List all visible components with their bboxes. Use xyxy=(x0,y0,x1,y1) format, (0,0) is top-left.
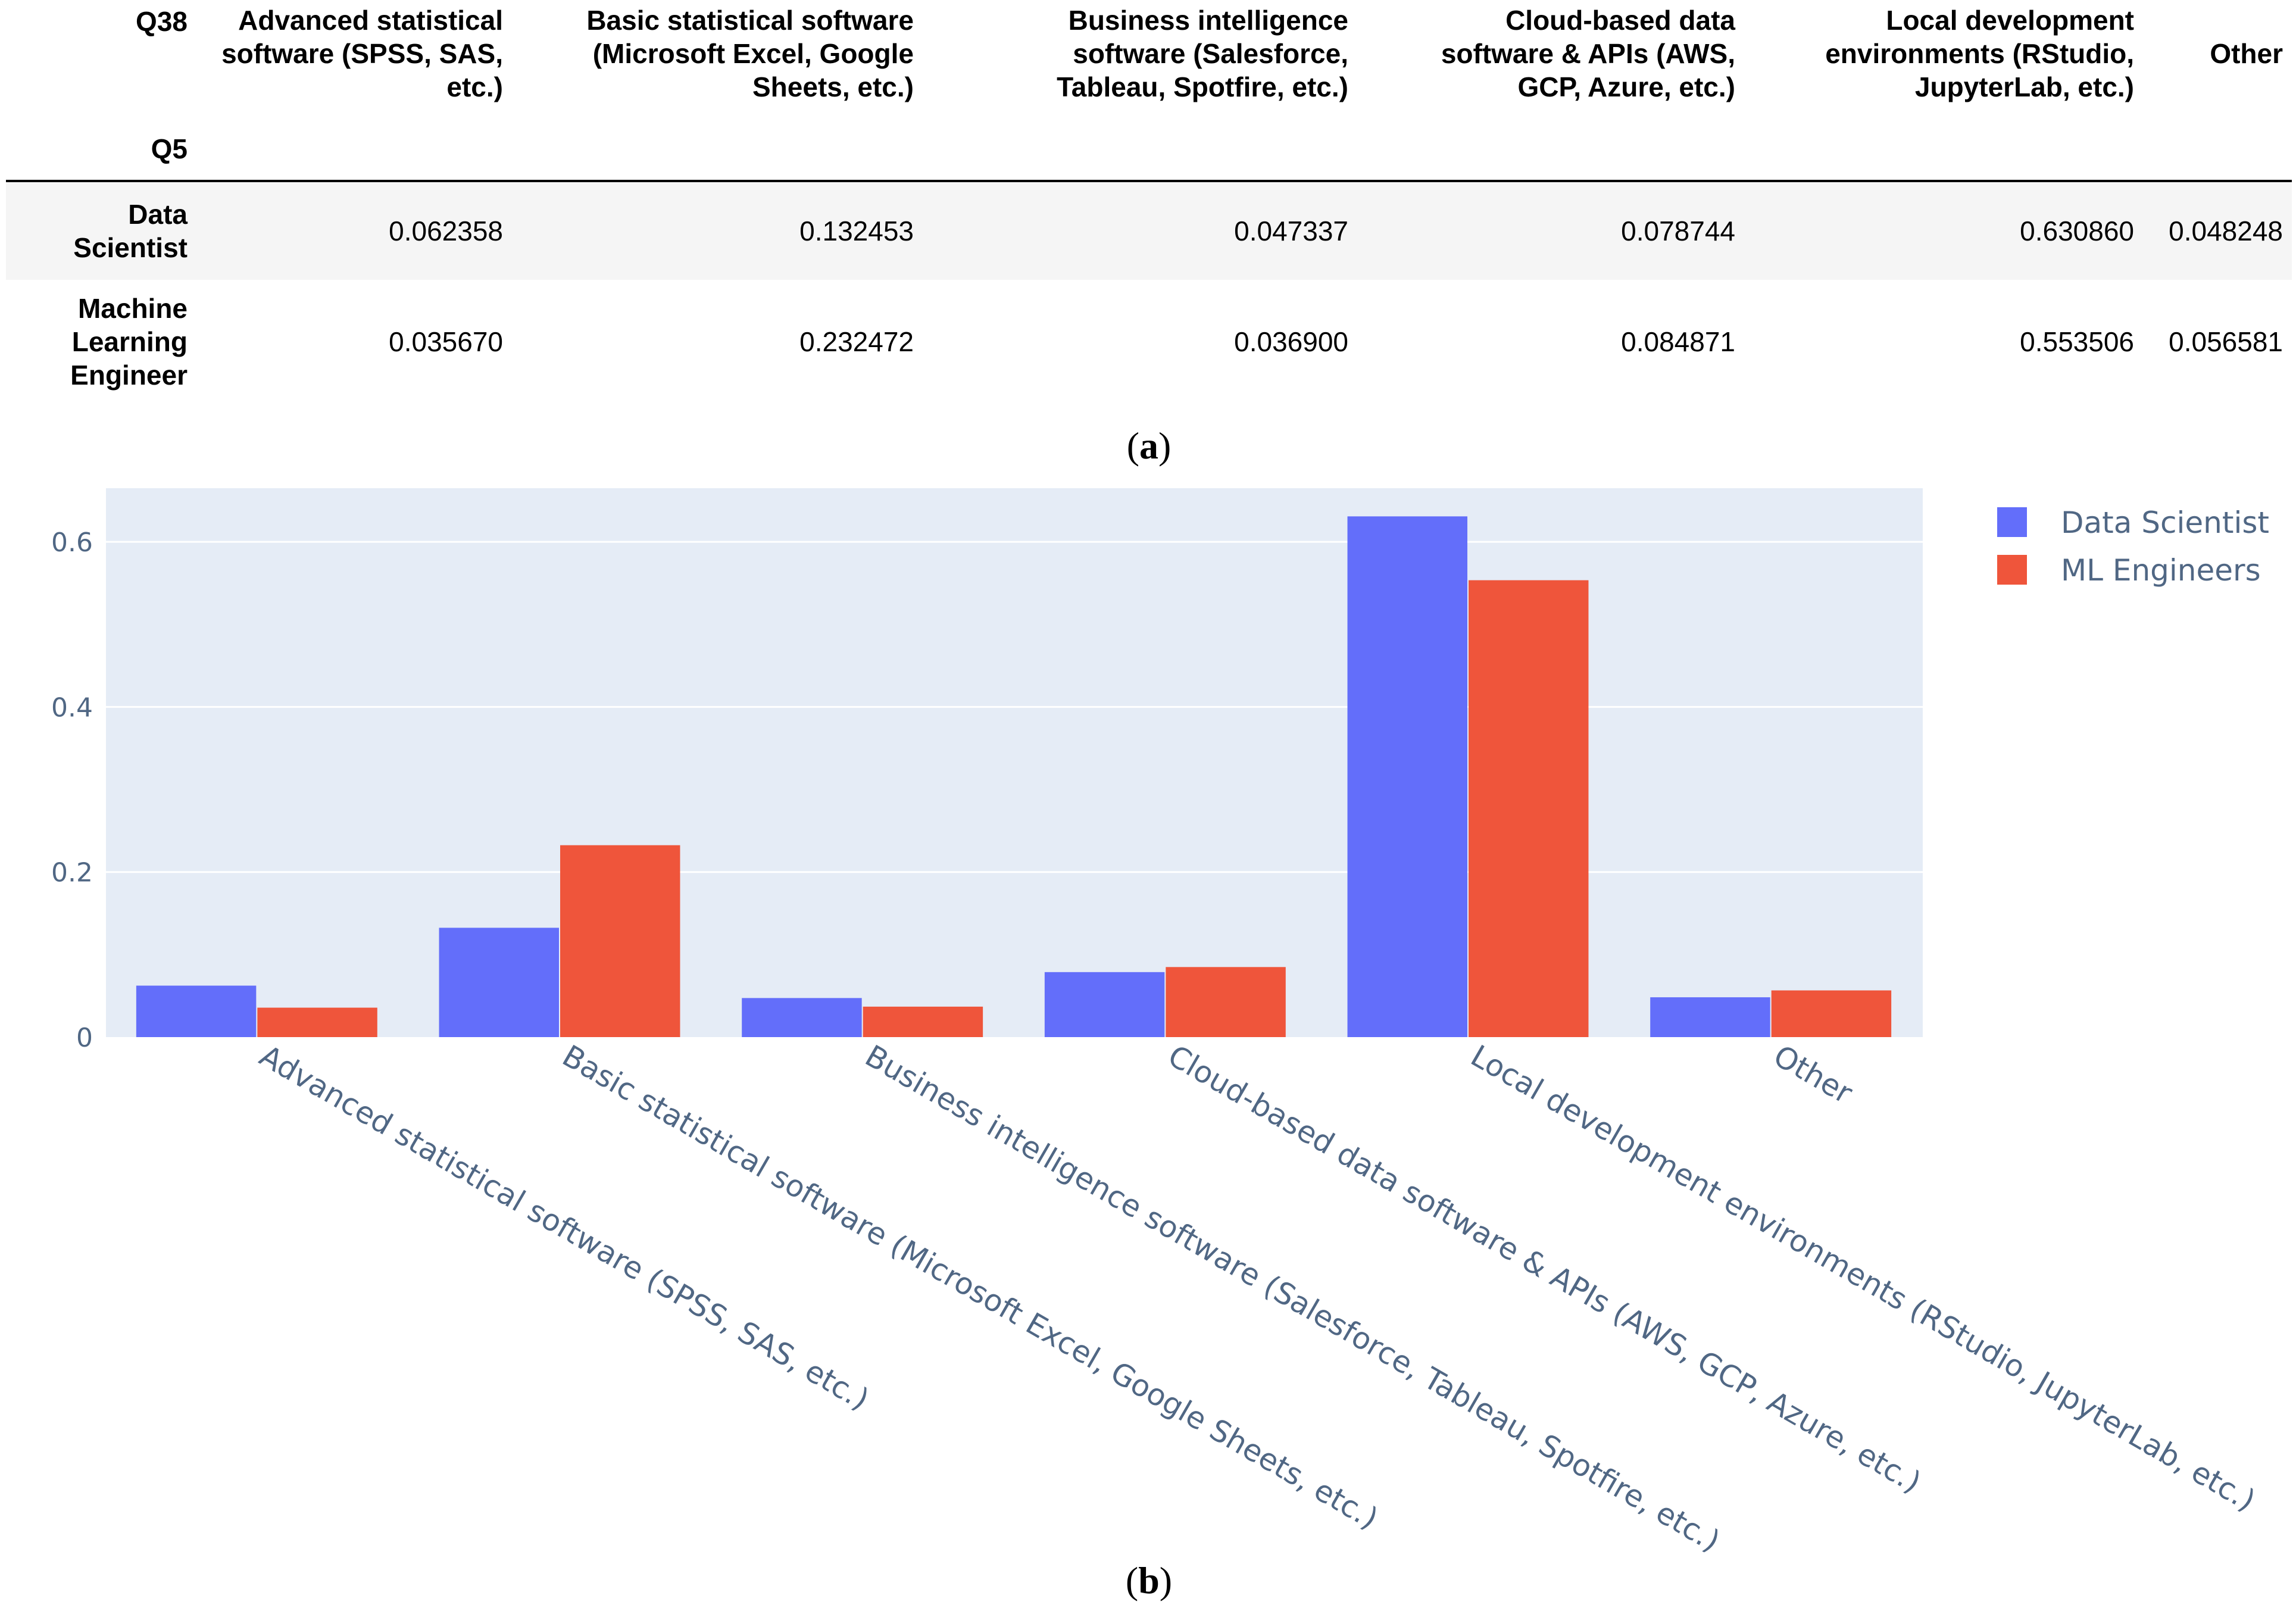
bar-ml-engineers xyxy=(1469,580,1589,1037)
table-cell: 0.630860 xyxy=(2020,216,2134,246)
bar-data-scientist xyxy=(1347,516,1467,1037)
x-tick-label: Other xyxy=(1768,1038,1858,1110)
bar-ml-engineers xyxy=(1166,967,1286,1037)
bar-ml-engineers xyxy=(1771,990,1892,1037)
row-label: Machine Learning Engineer xyxy=(70,293,188,391)
table-cell: 0.036900 xyxy=(1234,326,1348,357)
table-cell: 0.553506 xyxy=(2020,326,2134,357)
y-tick-label: 0.4 xyxy=(51,692,93,723)
bar-data-scientist xyxy=(136,985,257,1037)
column-index-label: Q38 xyxy=(136,6,188,37)
table-cell: 0.048248 xyxy=(2169,216,2283,246)
column-header: Local development environments (RStudio,… xyxy=(1825,5,2134,102)
y-axis: 0 0.2 0.4 0.6 xyxy=(51,527,93,1053)
table-cell: 0.035670 xyxy=(389,326,503,357)
row-index-label: Q5 xyxy=(151,133,188,164)
x-tick-label: Advanced statistical software (SPSS, SAS… xyxy=(254,1038,874,1417)
column-header: Advanced statistical software (SPSS, SAS… xyxy=(221,5,503,102)
table-cell: 0.062358 xyxy=(389,216,503,246)
y-tick-label: 0 xyxy=(76,1023,93,1053)
caption-b: (b) xyxy=(1125,1559,1173,1601)
legend-swatch xyxy=(1997,555,2027,585)
bar-data-scientist xyxy=(742,998,862,1037)
column-header: Business intelligence software (Salesfor… xyxy=(1057,5,1348,102)
table-row: Data Scientist 0.062358 0.132453 0.04733… xyxy=(6,182,2292,280)
legend-label: ML Engineers xyxy=(2061,553,2261,588)
column-header: Basic statistical software (Microsoft Ex… xyxy=(586,5,914,102)
row-label: Data Scientist xyxy=(73,199,188,263)
y-tick-label: 0.6 xyxy=(51,527,93,558)
column-header: Other xyxy=(2210,38,2283,69)
bar-ml-engineers xyxy=(560,845,680,1037)
gridlines xyxy=(106,541,1923,873)
x-axis: Advanced statistical software (SPSS, SAS… xyxy=(254,1038,2261,1559)
table-cell: 0.056581 xyxy=(2169,326,2283,357)
bar-data-scientist xyxy=(439,928,559,1037)
bar-ml-engineers xyxy=(257,1007,377,1037)
plot-area xyxy=(106,488,1923,1037)
y-tick-label: 0.2 xyxy=(51,858,93,888)
table-cell: 0.132453 xyxy=(799,216,914,246)
bars xyxy=(136,516,1892,1037)
table-cell: 0.078744 xyxy=(1621,216,1735,246)
table-cell: 0.084871 xyxy=(1621,326,1735,357)
bar-ml-engineers xyxy=(863,1006,983,1037)
table-cell: 0.232472 xyxy=(799,326,914,357)
legend-swatch xyxy=(1997,507,2027,537)
bar-data-scientist xyxy=(1650,997,1770,1037)
table-cell: 0.047337 xyxy=(1234,216,1348,246)
header-rule xyxy=(6,180,2292,182)
bar-data-scientist xyxy=(1044,972,1165,1037)
table-row: Machine Learning Engineer 0.035670 0.232… xyxy=(6,280,2292,399)
bar-chart: 0 0.2 0.4 0.6 Advanced statistical software… xyxy=(51,488,2269,1559)
legend-label: Data Scientist xyxy=(2061,505,2269,540)
legend: Data Scientist ML Engineers xyxy=(1997,505,2269,588)
table-header: Q38 Q5 Advanced statistical software (SP… xyxy=(6,0,2292,182)
column-header: Cloud-based data software & APIs (AWS, G… xyxy=(1441,5,1735,102)
caption-a: (a) xyxy=(1126,424,1172,467)
